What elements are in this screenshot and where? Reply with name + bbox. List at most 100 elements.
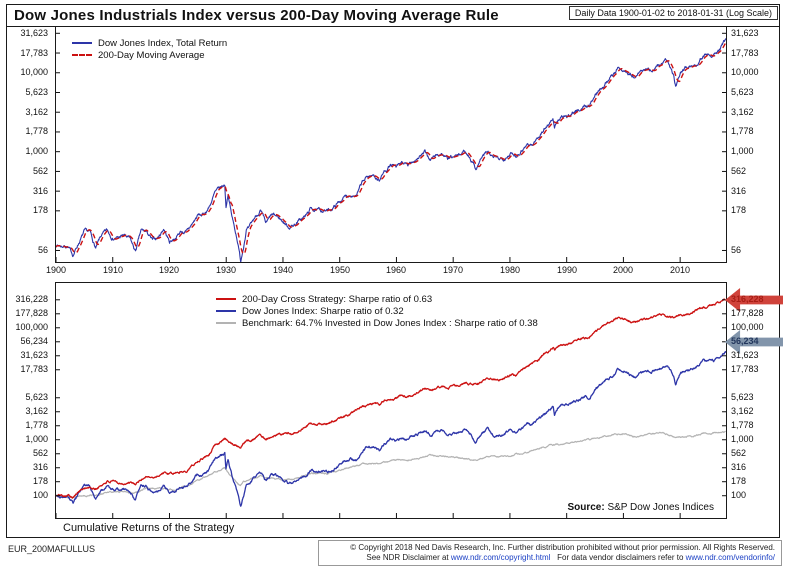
y-tick-label: 31,623 <box>731 350 759 360</box>
x-tick-label: 2010 <box>669 265 691 275</box>
legend-line-swatch <box>72 42 92 44</box>
y-tick-label: 1,000 <box>25 434 48 444</box>
y-tick-label: 562 <box>32 448 48 458</box>
y-tick-label: 316,228 <box>731 294 764 304</box>
legend-label: 200-Day Cross Strategy: Sharpe ratio of … <box>242 293 433 305</box>
y-tick-label: 1,000 <box>25 146 48 156</box>
y-tick-label: 3,162 <box>731 107 754 117</box>
legend-label: Benchmark: 64.7% Invested in Dow Jones I… <box>242 317 538 329</box>
price-chart-svg <box>56 32 726 262</box>
y-tick-label: 316 <box>32 186 48 196</box>
x-tick-label: 1930 <box>215 265 237 275</box>
data-range-box: Daily Data 1900-01-02 to 2018-01-31 (Log… <box>568 6 778 20</box>
legend-item: Dow Jones Index, Total Return <box>72 37 227 49</box>
y-tick-label: 562 <box>32 166 48 176</box>
x-tick-label: 1950 <box>329 265 351 275</box>
price-plot-area: Dow Jones Index, Total Return 200-Day Mov… <box>55 26 727 263</box>
y-tick-label: 31,623 <box>20 350 48 360</box>
series-line-bottom-0 <box>56 298 726 499</box>
disclaimer-line: See NDR Disclaimer at www.ndr.com/copyri… <box>325 553 775 563</box>
x-tick-label: 1910 <box>102 265 124 275</box>
y-tick-label: 17,783 <box>731 364 759 374</box>
legend-line-swatch <box>72 54 92 56</box>
x-axis-labels: 1900 1910 1920 1930 1940 1950 1960 1970 1980 1990… <box>0 265 788 277</box>
price-panel: Dow Jones Index, Total Return 200-Day Mov… <box>0 26 788 263</box>
y-tick-label: 100 <box>731 490 747 500</box>
y-tick-label: 56 <box>731 245 742 255</box>
x-tick-label: 1940 <box>272 265 294 275</box>
y-tick-label: 1,778 <box>731 126 754 136</box>
x-tick-label: 1980 <box>499 265 521 275</box>
y-tick-label: 3,162 <box>25 406 48 416</box>
ndr-copyright-link[interactable]: www.ndr.com/copyright.html <box>450 553 551 562</box>
legend-item: 200-Day Cross Strategy: Sharpe ratio of … <box>216 293 538 305</box>
y-tick-label: 3,162 <box>25 107 48 117</box>
y-tick-label: 10,000 <box>731 67 759 77</box>
y-tick-label: 562 <box>731 448 747 458</box>
y-tick-label: 1,000 <box>731 434 754 444</box>
bottom-caption: Cumulative Returns of the Strategy <box>63 522 235 534</box>
legend-item: Benchmark: 64.7% Invested in Dow Jones I… <box>216 317 538 329</box>
legend-line-swatch <box>216 322 236 324</box>
y-tick-label: 10,000 <box>20 67 48 77</box>
strategy-plot-area: 200-Day Cross Strategy: Sharpe ratio of … <box>55 282 727 519</box>
price-legend: Dow Jones Index, Total Return 200-Day Mov… <box>72 37 227 61</box>
strategy-panel: 200-Day Cross Strategy: Sharpe ratio of … <box>0 282 788 519</box>
x-tick-label: 1900 <box>45 265 67 275</box>
y-tick-label: 562 <box>731 166 747 176</box>
y-tick-label: 17,783 <box>20 48 48 58</box>
y-tick-label: 316 <box>731 186 747 196</box>
y-tick-label: 178 <box>731 476 747 486</box>
x-tick-label: 1960 <box>385 265 407 275</box>
y-tick-label: 316 <box>32 462 48 472</box>
legend-label: Dow Jones Index: Sharpe ratio of 0.32 <box>242 305 404 317</box>
y-tick-label: 177,828 <box>15 308 48 318</box>
y-tick-label: 31,623 <box>20 28 48 38</box>
y-tick-label: 5,623 <box>731 392 754 402</box>
legend-line-swatch <box>216 298 236 300</box>
series-line-bottom-1 <box>56 350 726 507</box>
source-note: Source: S&P Dow Jones Indices <box>565 502 716 513</box>
y-tick-label: 3,162 <box>731 406 754 416</box>
disclaimer-prefix: See NDR Disclaimer at <box>366 553 451 562</box>
x-tick-label: 2000 <box>612 265 634 275</box>
y-tick-label: 56,234 <box>731 336 759 346</box>
y-tick-label: 5,623 <box>25 392 48 402</box>
y-tick-label: 31,623 <box>731 28 759 38</box>
y-tick-label: 1,000 <box>731 146 754 156</box>
series-line-top-0 <box>56 38 726 262</box>
y-tick-label: 1,778 <box>25 126 48 136</box>
vendor-prefix: For data vendor disclaimers refer to <box>550 553 686 562</box>
y-tick-label: 5,623 <box>731 87 754 97</box>
y-tick-label: 100,000 <box>15 322 48 332</box>
y-tick-label: 1,778 <box>731 420 754 430</box>
y-tick-label: 316,228 <box>15 294 48 304</box>
y-tick-label: 178 <box>731 205 747 215</box>
source-text: S&P Dow Jones Indices <box>607 502 714 513</box>
y-tick-label: 100 <box>32 490 48 500</box>
strategy-chart-svg <box>56 298 726 518</box>
ndr-vendor-link[interactable]: www.ndr.com/vendorinfo/ <box>685 553 775 562</box>
x-tick-label: 1920 <box>158 265 180 275</box>
y-tick-label: 178 <box>32 476 48 486</box>
chart-id: EUR_200MAFULLUS <box>8 544 96 554</box>
y-tick-label: 178 <box>32 205 48 215</box>
x-tick-label: 1970 <box>442 265 464 275</box>
x-tick-label: 1990 <box>556 265 578 275</box>
series-line-top-1 <box>56 42 726 255</box>
y-tick-label: 316 <box>731 462 747 472</box>
y-tick-label: 56,234 <box>20 336 48 346</box>
y-tick-label: 5,623 <box>25 87 48 97</box>
legend-line-swatch <box>216 310 236 312</box>
y-tick-label: 177,828 <box>731 308 764 318</box>
y-tick-label: 1,778 <box>25 420 48 430</box>
copyright-line: © Copyright 2018 Ned Davis Research, Inc… <box>350 543 775 552</box>
footer: EUR_200MAFULLUS © Copyright 2018 Ned Dav… <box>0 540 788 572</box>
legend-item: Dow Jones Index: Sharpe ratio of 0.32 <box>216 305 538 317</box>
chart-frame <box>6 4 780 538</box>
legend-item: 200-Day Moving Average <box>72 49 227 61</box>
chart-title: Dow Jones Industrials Index versus 200-D… <box>14 7 499 24</box>
y-tick-label: 56 <box>37 245 48 255</box>
series-line-bottom-2 <box>56 430 726 499</box>
